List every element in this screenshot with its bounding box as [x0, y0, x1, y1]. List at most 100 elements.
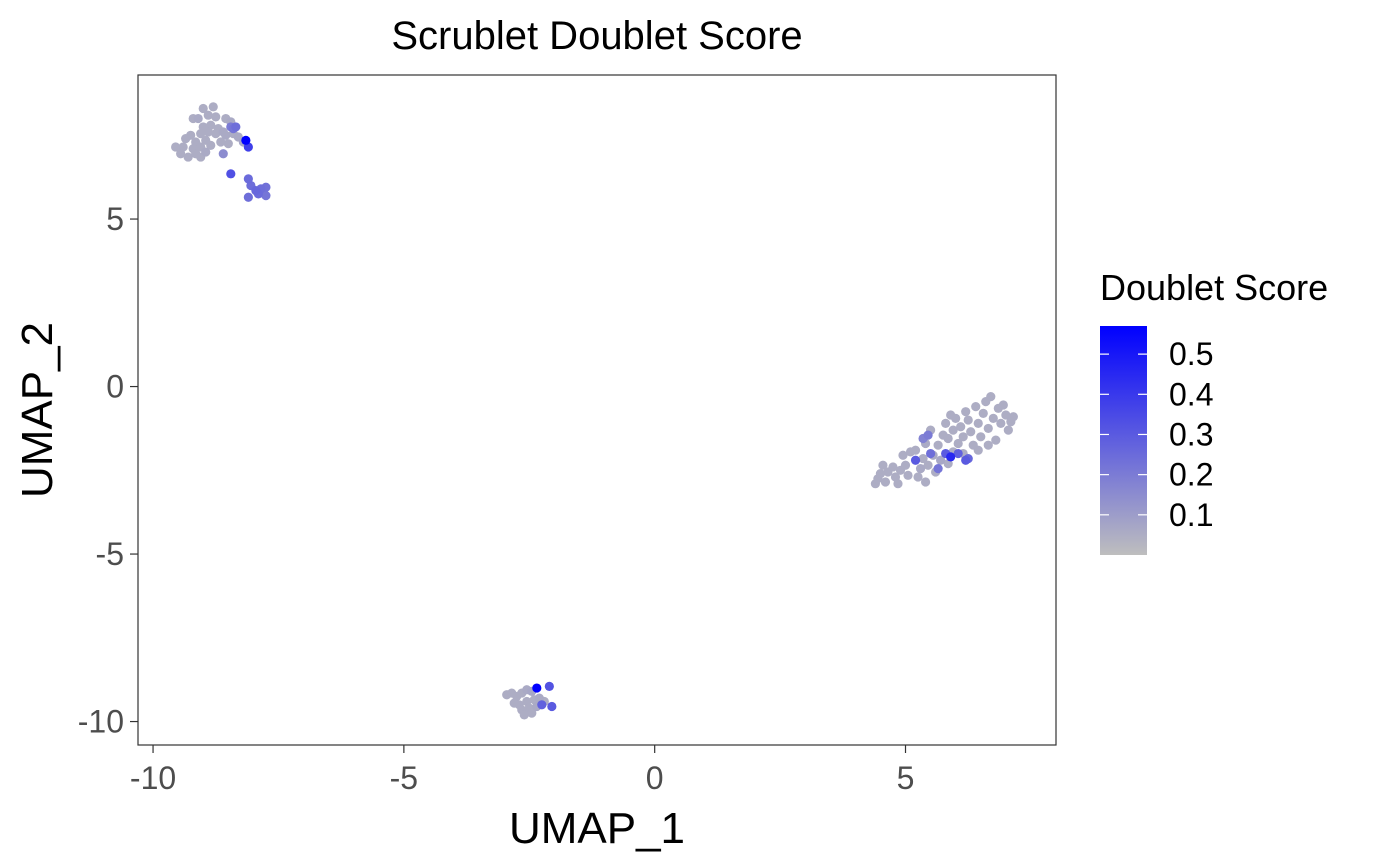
data-point [978, 408, 988, 418]
legend-tick-label: 0.5 [1169, 336, 1213, 372]
data-point [996, 418, 1006, 428]
data-point [203, 127, 213, 137]
data-point [176, 149, 186, 159]
data-point [211, 112, 221, 122]
data-point [211, 129, 221, 139]
data-point [231, 122, 241, 132]
data-point [1008, 412, 1018, 422]
data-point [961, 455, 971, 465]
data-point [913, 472, 923, 482]
data-point [888, 462, 898, 472]
data-point [953, 448, 963, 459]
data-point [208, 102, 218, 112]
data-point [988, 413, 998, 423]
data-point [923, 460, 933, 470]
data-point [223, 139, 233, 149]
data-point [206, 140, 216, 150]
data-point [241, 135, 251, 145]
data-point [251, 185, 261, 196]
data-point [875, 469, 886, 479]
data-point [966, 427, 976, 437]
y-tick-label: 0 [106, 369, 124, 405]
data-point [198, 103, 208, 114]
data-point [527, 708, 537, 718]
data-point [925, 448, 936, 459]
data-point [998, 400, 1008, 410]
y-tick-label: -10 [78, 704, 124, 740]
chart-title: Scrublet Doublet Score [391, 14, 802, 58]
x-tick-label: 5 [897, 760, 915, 796]
data-point [918, 453, 928, 464]
data-point [537, 700, 547, 710]
data-point [193, 113, 203, 124]
y-tick-label: -5 [96, 536, 124, 572]
legend-tick-label: 0.3 [1169, 416, 1213, 452]
plot-panel [137, 74, 1057, 746]
data-point [547, 701, 557, 712]
legend-tick-label: 0.1 [1169, 497, 1213, 533]
data-point [201, 147, 211, 157]
x-axis-title: UMAP_1 [509, 804, 685, 853]
legend-title: Doublet Score [1100, 267, 1328, 308]
data-point [983, 440, 993, 450]
data-point [1003, 425, 1013, 435]
x-tick-label: -5 [390, 760, 418, 796]
data-point [880, 477, 891, 487]
data-point [532, 683, 542, 693]
y-axis-title: UMAP_2 [13, 322, 62, 498]
data-point [971, 402, 981, 412]
data-point [171, 142, 181, 152]
legend-ticks: 0.5 0.4 0.3 0.2 0.1 [1100, 336, 1213, 533]
data-point [261, 191, 271, 201]
data-point [991, 435, 1001, 445]
data-point [218, 149, 228, 159]
y-axis: -10 -5 0 5 [78, 201, 138, 740]
data-point [900, 460, 911, 470]
data-point [956, 422, 966, 432]
data-point [221, 130, 231, 140]
data-point [943, 433, 953, 444]
data-point [973, 445, 983, 455]
data-point [951, 413, 961, 423]
legend-tick-label: 0.2 [1169, 457, 1213, 493]
data-point [1001, 410, 1011, 420]
data-point [910, 455, 921, 465]
data-point [910, 445, 921, 455]
data-point [196, 129, 206, 139]
legend-colorbar [1100, 326, 1147, 555]
data-point [958, 432, 968, 442]
data-point [923, 430, 933, 440]
data-point [948, 425, 958, 435]
data-point [920, 477, 931, 487]
data-point [915, 464, 926, 474]
data-point [544, 681, 554, 691]
data-point [961, 407, 971, 417]
data-point [519, 710, 529, 720]
data-point [226, 169, 236, 179]
data-point [243, 192, 253, 202]
points-layer [171, 102, 1018, 720]
data-point [963, 415, 973, 425]
data-point [976, 432, 986, 442]
data-point [216, 137, 226, 147]
data-point [933, 464, 943, 474]
legend-tick-label: 0.4 [1169, 376, 1213, 412]
data-point [933, 440, 943, 450]
data-point [983, 423, 993, 434]
legend: Doublet Score 0.5 0.4 0.3 0.2 0.1 [1100, 267, 1328, 555]
x-tick-label: 0 [646, 760, 664, 796]
data-point [946, 452, 956, 462]
data-point [893, 479, 903, 489]
data-point [181, 134, 191, 144]
data-point [903, 470, 913, 480]
data-point [973, 418, 983, 428]
x-axis: -10 -5 0 5 [130, 745, 914, 796]
y-tick-label: 5 [106, 201, 124, 237]
data-point [183, 152, 193, 162]
data-point [203, 110, 213, 120]
data-point [936, 455, 946, 465]
x-tick-label: -10 [130, 760, 176, 796]
data-point [898, 450, 908, 460]
data-point [243, 174, 253, 184]
